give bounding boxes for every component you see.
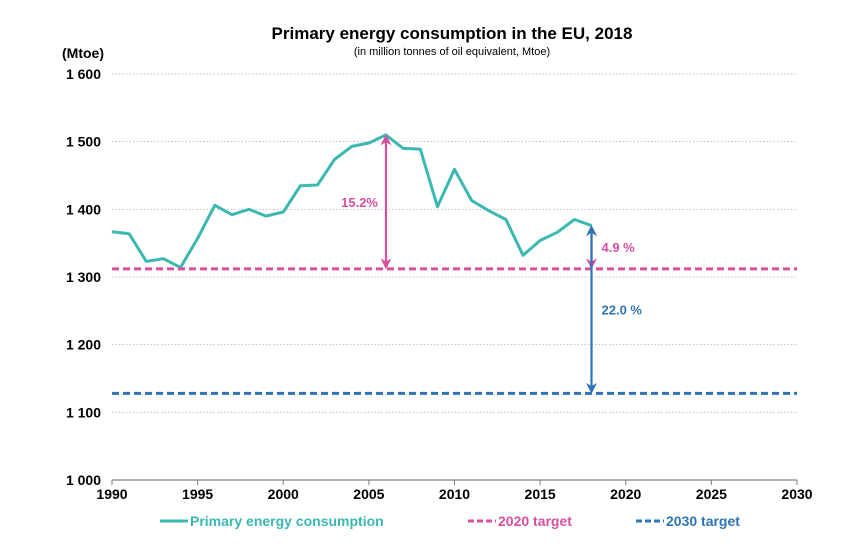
- x-tick-label: 2025: [696, 486, 727, 502]
- annotations: 15.2% 4.9 % 22.0 %: [341, 134, 643, 394]
- y-tick-label: 1 300: [66, 269, 101, 285]
- y-tick-label: 1 100: [66, 404, 101, 420]
- x-axis: 1990 1995 2000 2005 2010 2015 2020 2025 2030: [96, 479, 813, 502]
- y-tick-label: 1 200: [66, 337, 101, 353]
- x-tick-label: 2010: [439, 486, 470, 502]
- chart-title: Primary energy consumption in the EU, 20…: [272, 24, 633, 43]
- x-tick-label: 2020: [610, 486, 641, 502]
- x-tick-label: 1990: [96, 486, 127, 502]
- y-axis-ticks: 1 000 1 100 1 200 1 300 1 400 1 500 1 600: [66, 66, 101, 488]
- x-tick-label: 1995: [182, 486, 213, 502]
- y-tick-label: 1 500: [66, 134, 101, 150]
- y-axis-label: (Mtoe): [62, 45, 104, 61]
- series-lines: [111, 133, 797, 395]
- y-tick-label: 1 400: [66, 201, 101, 217]
- series-line-0: [111, 133, 593, 269]
- gridlines: [112, 73, 797, 413]
- x-tick-label: 2000: [268, 486, 299, 502]
- x-tick-label: 2015: [525, 486, 556, 502]
- x-tick-label: 2005: [353, 486, 384, 502]
- chart-subtitle: (in million tonnes of oil equivalent, Mt…: [354, 46, 550, 58]
- legend-label-1: 2020 target: [498, 513, 572, 529]
- x-tick-label: 2030: [781, 486, 812, 502]
- legend: Primary energy consumption 2020 target 203…: [160, 513, 740, 529]
- y-tick-label: 1 000: [66, 472, 101, 488]
- annotation-label-2: 22.0 %: [602, 302, 643, 317]
- annotation-label-1: 4.9 %: [602, 240, 636, 255]
- y-tick-label: 1 600: [66, 66, 101, 82]
- legend-label-2: 2030 target: [666, 513, 740, 529]
- legend-label-0: Primary energy consumption: [190, 513, 384, 529]
- annotation-label-0: 15.2%: [341, 195, 378, 210]
